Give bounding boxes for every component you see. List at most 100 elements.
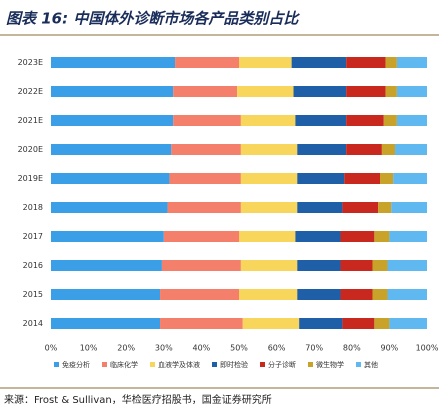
bar-segment [291,57,347,68]
legend-swatch [54,362,59,367]
bar-segment [240,202,298,213]
x-tick-label: 60% [268,344,286,353]
y-tick-label: 2019E [18,174,43,183]
bar-segment [295,115,347,126]
legend-swatch [212,362,217,367]
bar-segment [297,289,341,300]
legend-label: 免疫分析 [62,360,90,369]
bar-segment [396,115,427,126]
bar-segment [240,115,296,126]
y-tick-label: 2016 [23,261,43,270]
bar-segment [342,202,379,213]
bar-segment [51,260,162,271]
bar-segment [387,260,427,271]
x-tick-label: 30% [155,344,173,353]
bar-segment [387,289,427,300]
legend-swatch [260,362,265,367]
legend-label: 血液学及体液 [158,360,200,369]
bar-segment [385,57,397,68]
bar-segment [295,231,341,242]
bar-segment [51,231,164,242]
bar-segment [161,260,241,271]
bar-segment [51,173,170,184]
bar-segment [160,318,243,329]
y-tick-label: 2020E [18,145,43,154]
x-tick-label: 40% [193,344,211,353]
bar-segment [340,260,373,271]
bar-segment [51,57,176,68]
legend-label: 微生物学 [316,360,344,369]
bar-segment [240,260,298,271]
bar-segment [237,86,294,97]
bar-segment [51,289,161,300]
x-tick-label: 80% [343,344,361,353]
bar-segment [51,115,174,126]
bar-segment [389,231,427,242]
bar-segment [239,57,292,68]
bar-segment [344,173,380,184]
y-tick-label: 2023E [18,58,43,67]
bar-segment [293,86,347,97]
source: 来源：Frost & Sullivan，华检医疗招股书，国金证券研究所 [4,393,272,406]
y-tick-label: 2014 [23,319,43,328]
x-tick-label: 20% [117,344,135,353]
bar-segment [378,202,392,213]
legend-swatch [150,362,155,367]
bar-segment [171,144,241,155]
bar-segment [163,231,239,242]
bar-segment [242,318,300,329]
bar-segment [51,318,161,329]
bar-segment [340,231,375,242]
bar-segment [396,57,427,68]
bar-segment [389,318,427,329]
bar-segment [346,57,386,68]
x-tick-label: 100% [416,344,439,353]
bar-segment [391,202,427,213]
bar-segment [340,289,373,300]
x-tick-label: 70% [305,344,323,353]
x-tick-label: 10% [80,344,98,353]
bar-segment [297,173,345,184]
bar-segment [51,86,174,97]
bar-segment [297,202,343,213]
legend-label: 分子诊断 [268,360,296,369]
bar-segment [395,144,427,155]
bar-segment [374,318,390,329]
bar-segment [240,173,298,184]
y-tick-label: 2015 [23,290,43,299]
bar-segment [297,144,347,155]
bar-segment [346,115,384,126]
bar-segment [51,202,168,213]
bar-segment [160,289,239,300]
bar-segment [167,202,241,213]
legend-label: 临床化学 [110,360,138,369]
chart-title: 图表 16: 中国体外诊断市场各产品类别占比 [6,10,300,28]
legend-swatch [356,362,361,367]
bar-segment [385,86,397,97]
x-tick-label: 0% [45,344,58,353]
bar-segment [383,115,397,126]
y-tick-label: 2018 [23,203,43,212]
bar-segment [240,144,298,155]
bar-segment [239,289,298,300]
x-tick-label: 50% [230,344,248,353]
legend-swatch [102,362,107,367]
y-tick-label: 2021E [18,116,43,125]
legend-swatch [308,362,313,367]
bar-segment [374,231,390,242]
bar-segment [380,173,394,184]
bar-segment [346,144,382,155]
bar-segment [173,115,241,126]
bar-segment [51,144,172,155]
bar-segment [297,260,341,271]
legend-label: 即时检验 [220,360,248,369]
y-tick-label: 2017 [23,232,43,241]
bar-segment [396,86,427,97]
y-tick-label: 2022E [18,87,43,96]
x-tick-label: 90% [381,344,399,353]
bar-segment [372,289,388,300]
bar-segment [169,173,241,184]
legend-label: 其他 [364,360,378,369]
bar-segment [381,144,396,155]
